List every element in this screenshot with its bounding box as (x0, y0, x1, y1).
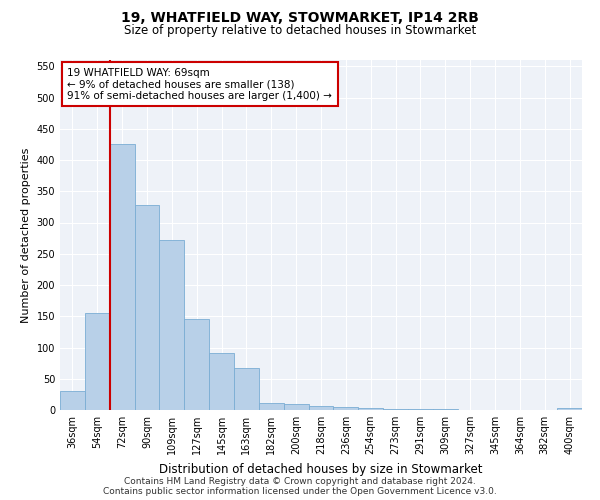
Bar (160, 240, 184, 410)
Text: Contains HM Land Registry data © Crown copyright and database right 2024.
Contai: Contains HM Land Registry data © Crown c… (103, 476, 497, 496)
Bar (60, 391, 85, 410)
Bar (134, 205, 160, 410)
Bar (308, 406, 334, 410)
Text: 19, WHATFIELD WAY, STOWMARKET, IP14 2RB: 19, WHATFIELD WAY, STOWMARKET, IP14 2RB (121, 11, 479, 25)
Bar (184, 319, 209, 410)
Bar (110, 144, 134, 410)
Y-axis label: Number of detached properties: Number of detached properties (21, 148, 31, 322)
X-axis label: Distribution of detached houses by size in Stowmarket: Distribution of detached houses by size … (159, 462, 483, 475)
Bar (358, 408, 383, 410)
Bar (334, 407, 358, 410)
Bar (284, 404, 308, 410)
Bar (234, 368, 259, 410)
Bar (259, 402, 284, 410)
Text: 19 WHATFIELD WAY: 69sqm
← 9% of detached houses are smaller (138)
91% of semi-de: 19 WHATFIELD WAY: 69sqm ← 9% of detached… (67, 68, 332, 100)
Bar (383, 409, 408, 410)
Bar (85, 313, 110, 410)
Bar (209, 352, 234, 410)
Bar (557, 408, 582, 410)
Text: Size of property relative to detached houses in Stowmarket: Size of property relative to detached ho… (124, 24, 476, 37)
